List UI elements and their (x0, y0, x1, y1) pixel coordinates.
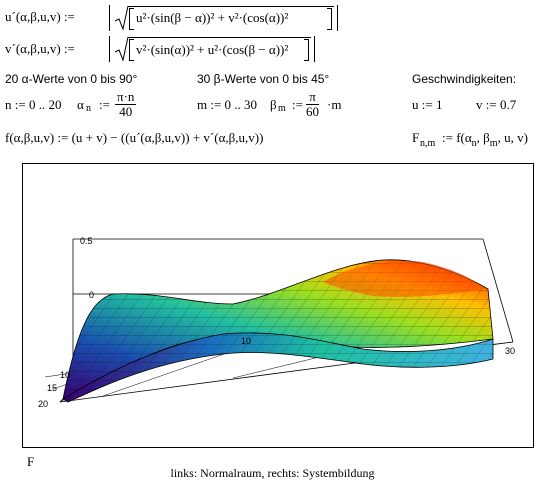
u-value-definition[interactable]: u := 1 (412, 97, 443, 112)
beta-range-text: 30 β-Werte von 0 bis 45° (197, 72, 330, 86)
assign-operator: := (292, 97, 303, 112)
f-definition[interactable]: f(α,β,u,v) := (u + v) − ((u´(α,β,u,v)) +… (5, 130, 264, 145)
beta-fraction: π 60 (306, 90, 319, 119)
bracket-right (327, 8, 332, 30)
bracket-right (304, 39, 309, 61)
bracket-left (129, 8, 134, 30)
alpha-denominator: 40 (119, 104, 133, 119)
beta-numerator: π (306, 90, 319, 105)
alpha-subscript: n (86, 103, 91, 114)
plot-name: F (27, 454, 35, 469)
alpha-range-text: 20 α-Werte von 0 bis 90° (5, 72, 138, 86)
plot-caption: links: Normalraum, rechts: Systembildung (170, 466, 375, 480)
surface-plot[interactable]: 0.5 0 20 15 10 10 30 (22, 163, 534, 448)
m-tick-30: 30 (505, 346, 515, 356)
F-rhs: := f(αn, βm, u, v) (442, 130, 528, 149)
u-prime-lhs: u´(α,β,u,v) := (5, 9, 75, 24)
m-range-definition[interactable]: m := 0 .. 30 (197, 97, 258, 112)
alpha-symbol: α (77, 97, 84, 112)
abs-bar-right (337, 5, 338, 31)
surface-peak-highlight (323, 260, 485, 297)
bracket-left (129, 39, 134, 61)
z-tick-0: 0 (89, 290, 94, 300)
speed-heading: Geschwindigkeiten: (412, 72, 517, 86)
v-prime-lhs: v´(α,β,u,v) := (5, 41, 75, 56)
v-value-definition[interactable]: v := 0.7 (476, 97, 517, 112)
m-tick-10: 10 (241, 336, 251, 346)
beta-denominator: 60 (306, 104, 319, 119)
F-subscript: n,m (420, 138, 436, 149)
surface-front-mesh (63, 332, 493, 402)
abs-bar-left (109, 5, 110, 31)
F-symbol: F (412, 130, 420, 145)
sqrt-icon (114, 36, 129, 66)
abs-bar-left (109, 36, 110, 62)
beta-symbol: β (270, 97, 277, 112)
alpha-numerator: π·n (115, 89, 137, 105)
sqrt-icon (114, 5, 129, 35)
abs-bar-right (314, 36, 315, 62)
n-tick-20: 20 (38, 399, 48, 409)
sqrt-overline (128, 6, 334, 7)
v-prime-rhs: v²·(sin(α))² + u²·(cos(β − α))² (136, 42, 289, 57)
z-tick-0-5: 0.5 (80, 236, 93, 246)
n-tick-15: 15 (47, 383, 57, 393)
n-range-definition[interactable]: n := 0 .. 20 (5, 97, 62, 112)
u-prime-rhs: u²·(sin(β − α))² + v²·(cos(α))² (136, 10, 289, 25)
beta-multiplier: ·m (327, 97, 342, 112)
beta-subscript: m (278, 103, 286, 114)
assign-operator: := (99, 97, 110, 112)
n-tick-10: 10 (60, 370, 70, 380)
alpha-fraction: π·n 40 (115, 89, 137, 119)
sqrt-overline (128, 37, 311, 38)
surface-plot-canvas[interactable]: 0.5 0 20 15 10 10 30 (23, 164, 533, 447)
